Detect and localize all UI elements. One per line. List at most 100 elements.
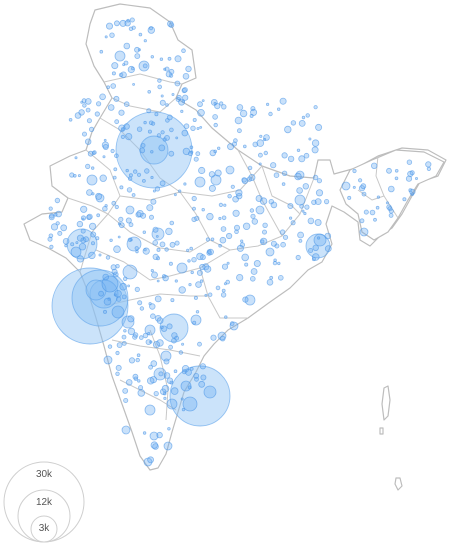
city-bubble: [169, 365, 231, 427]
city-bubble: [360, 183, 367, 190]
city-bubble: [150, 55, 154, 59]
city-bubble: [314, 198, 322, 206]
city-bubble: [192, 118, 197, 123]
city-bubble: [148, 214, 154, 220]
city-bubble: [195, 151, 201, 157]
city-bubble: [173, 369, 178, 374]
city-bubble: [302, 183, 309, 190]
city-bubble: [114, 153, 119, 159]
city-bubble: [229, 321, 239, 331]
city-bubble: [147, 90, 152, 94]
city-bubble: [134, 53, 141, 59]
city-bubble: [247, 165, 253, 171]
city-bubble: [181, 407, 186, 412]
city-bubble: [150, 441, 158, 449]
city-bubble: [131, 193, 136, 197]
city-bubble: [287, 155, 295, 163]
city-bubble: [249, 208, 255, 213]
city-bubble: [121, 340, 127, 346]
city-bubble: [280, 241, 286, 248]
city-bubble: [153, 367, 167, 381]
city-bubble: [85, 279, 107, 301]
city-bubble: [221, 215, 227, 221]
city-bubble: [114, 289, 122, 298]
city-bubble: [138, 385, 144, 391]
city-bubble: [150, 150, 154, 154]
city-bubble: [298, 155, 306, 163]
city-bubble: [174, 80, 181, 87]
city-bubble: [111, 200, 117, 206]
city-bubble: [99, 93, 106, 101]
city-bubble: [142, 63, 148, 69]
state-border: [67, 197, 109, 215]
city-bubble: [250, 213, 256, 219]
city-bubble: [233, 224, 240, 231]
city-bubble: [199, 126, 203, 129]
city-bubble: [199, 279, 204, 283]
city-bubble: [287, 202, 294, 209]
city-bubble: [123, 329, 127, 333]
legend-label-30k: 30k: [36, 469, 53, 480]
city-bubble: [259, 237, 268, 246]
city-bubble: [226, 232, 233, 240]
city-bubble: [134, 286, 140, 292]
city-bubble: [78, 109, 85, 116]
city-bubble: [57, 230, 63, 236]
city-bubble: [147, 456, 155, 464]
city-bubble: [110, 148, 115, 154]
city-bubble: [169, 241, 176, 248]
city-bubble: [135, 249, 139, 254]
city-bubble: [216, 146, 221, 150]
city-bubble: [410, 192, 415, 197]
city-bubble: [103, 297, 112, 306]
city-bubble: [163, 67, 167, 71]
city-bubble: [121, 334, 127, 340]
city-bubble: [127, 315, 135, 323]
city-bubble: [88, 251, 96, 260]
city-bubble: [140, 212, 147, 219]
city-bubble: [156, 339, 164, 347]
city-bubble: [296, 187, 303, 194]
city-bubble: [120, 127, 125, 131]
city-bubble: [168, 150, 175, 157]
city-bubble: [54, 197, 61, 204]
city-bubble: [122, 264, 138, 280]
city-bubble: [192, 206, 196, 211]
city-bubble: [185, 65, 192, 73]
city-bubble: [323, 199, 330, 205]
city-bubble: [152, 240, 159, 246]
city-bubble: [125, 168, 129, 173]
city-bubble: [132, 373, 139, 380]
city-bubble: [125, 205, 135, 215]
city-bubble: [82, 103, 87, 108]
city-bubble: [156, 317, 164, 325]
city-bubble: [224, 315, 228, 319]
city-bubble: [236, 273, 244, 282]
city-bubble: [239, 109, 248, 118]
city-bubble: [414, 176, 418, 180]
city-bubble: [299, 204, 304, 209]
city-bubble: [296, 148, 301, 152]
city-bubble: [227, 193, 232, 199]
city-bubble: [83, 236, 89, 243]
city-bubble: [127, 327, 136, 336]
city-bubble: [311, 146, 319, 154]
city-bubble: [373, 217, 377, 222]
city-bubble: [170, 387, 179, 395]
city-bubble: [316, 178, 322, 184]
city-bubble: [123, 60, 129, 66]
city-bubble: [244, 262, 249, 267]
city-bubble: [135, 357, 140, 363]
city-bubble: [195, 281, 202, 288]
city-bubble: [394, 169, 399, 173]
city-bubble: [113, 167, 118, 172]
city-bubble: [313, 233, 327, 247]
city-bubble: [147, 129, 152, 134]
city-bubble: [166, 114, 173, 121]
city-bubble: [198, 380, 206, 388]
city-bubble: [187, 151, 193, 157]
city-bubble: [261, 229, 267, 235]
city-bubble: [315, 123, 323, 131]
city-bubble: [136, 353, 141, 358]
city-bubble: [68, 118, 73, 122]
